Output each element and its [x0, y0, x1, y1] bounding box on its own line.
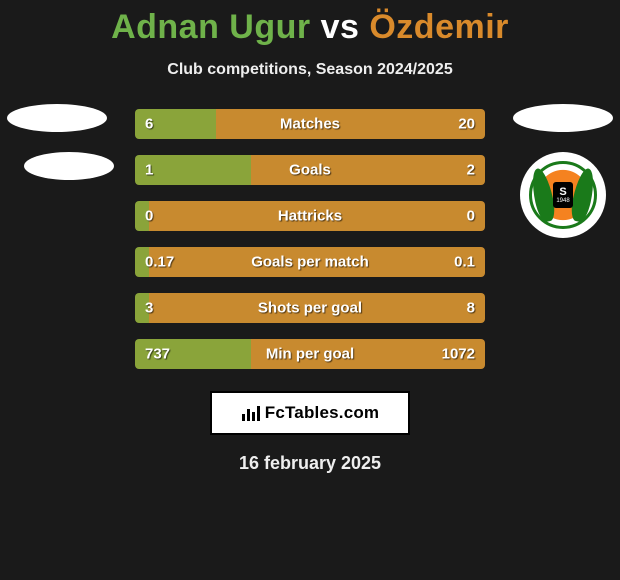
bar-row: 0 0 Hattricks [135, 201, 485, 231]
player-b-avatars: S 1948 [508, 104, 618, 238]
bar-label: Min per goal [266, 346, 354, 363]
date-caption: 16 february 2025 [0, 453, 620, 474]
club-badge-year: 1948 [553, 198, 573, 204]
player-b-photo-placeholder [513, 104, 613, 132]
alanyaspor-emblem-icon: S 1948 [528, 160, 598, 230]
title-vs: vs [321, 8, 360, 46]
bar-value-right: 2 [467, 162, 475, 179]
bar-value-left: 0 [145, 208, 153, 225]
bar-row: 1 2 Goals [135, 155, 485, 185]
bar-value-right: 0 [467, 208, 475, 225]
bar-label: Shots per goal [258, 300, 362, 317]
bar-row: 737 1072 Min per goal [135, 339, 485, 369]
bar-value-right: 1072 [442, 346, 475, 363]
bar-value-left: 737 [145, 346, 170, 363]
player-a-photo-placeholder [7, 104, 107, 132]
player-a-club-placeholder [24, 152, 114, 180]
club-badge-letter: S [553, 186, 573, 198]
bar-label: Goals per match [251, 254, 369, 271]
bar-segment-right [251, 155, 486, 185]
title-player-b: Özdemir [369, 8, 509, 46]
bar-value-left: 6 [145, 116, 153, 133]
player-b-club-badge: S 1948 [520, 152, 606, 238]
bar-label: Matches [280, 116, 340, 133]
stats-container: S 1948 620Matches12Goals00Hattricks0.170… [0, 109, 620, 369]
bar-value-right: 8 [467, 300, 475, 317]
bar-label: Goals [289, 162, 331, 179]
bar-value-left: 1 [145, 162, 153, 179]
bar-segment-right [216, 109, 486, 139]
bar-value-left: 0.17 [145, 254, 174, 271]
bar-value-right: 0.1 [454, 254, 475, 271]
bar-value-left: 3 [145, 300, 153, 317]
brand-badge: FcTables.com [210, 391, 410, 435]
player-a-avatars [2, 104, 112, 180]
bars-icon [241, 404, 261, 422]
bar-label: Hattricks [278, 208, 342, 225]
comparison-bars: 6 20 Matches 1 2 Goals 0 0 Hattricks 0.17 0.1 Goals… [135, 109, 485, 369]
brand-text: FcTables.com [265, 403, 380, 423]
subtitle: Club competitions, Season 2024/2025 [0, 61, 620, 79]
page-title: Adnan Ugur vs Özdemir [0, 0, 620, 47]
title-player-a: Adnan Ugur [111, 8, 311, 46]
bar-row: 3 8 Shots per goal [135, 293, 485, 323]
bar-row: 6 20 Matches [135, 109, 485, 139]
bar-value-right: 20 [458, 116, 475, 133]
bar-row: 0.17 0.1 Goals per match [135, 247, 485, 277]
